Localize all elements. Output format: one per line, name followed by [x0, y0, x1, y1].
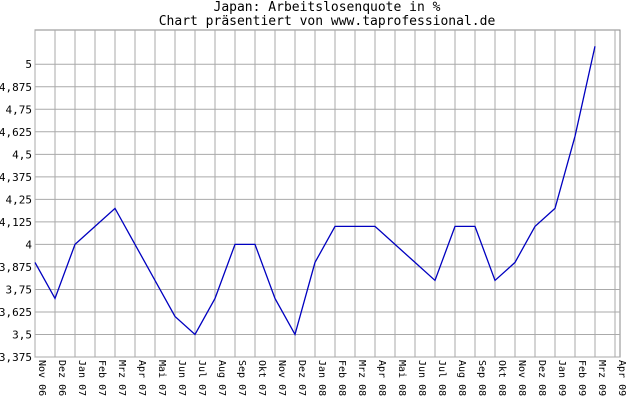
- x-tick-label: Jun 07: [176, 360, 187, 396]
- y-tick-label: 4,875: [0, 81, 32, 94]
- line: [34, 46, 596, 337]
- chart-subtitle: Chart präsentiert von www.taprofessional…: [159, 14, 496, 29]
- y-tick-label: 4,625: [0, 126, 32, 139]
- x-tick-label: Mrz 08: [356, 360, 367, 396]
- y-tick-label: 4,75: [6, 103, 33, 116]
- chart-title: Japan: Arbeitslosenquote in %: [214, 0, 441, 15]
- x-tick-label: Mrz 07: [116, 360, 127, 396]
- x-tick-label: Apr 08: [376, 360, 387, 396]
- x-tick-label: Aug 07: [216, 360, 227, 396]
- x-tick-label: Sep 08: [476, 360, 487, 396]
- plot-area: [34, 29, 621, 358]
- y-tick-label: 5: [25, 58, 32, 71]
- x-tick-label: Nov 06: [36, 360, 47, 396]
- y-tick-label: 3,375: [0, 351, 32, 364]
- x-tick-label: Apr 07: [136, 360, 147, 396]
- x-tick-label: Jan 08: [316, 360, 327, 396]
- x-tick-label: Jul 08: [436, 360, 447, 396]
- y-tick-label: 3,5: [12, 328, 32, 341]
- x-tick-label: Jan 09: [556, 360, 567, 396]
- y-tick-label: 3,875: [0, 261, 32, 274]
- x-tick-label: Sep 07: [236, 360, 247, 396]
- x-tick-label: Feb 07: [96, 360, 107, 396]
- y-tick-label: 4: [25, 238, 32, 251]
- x-tick-label: Dez 08: [536, 360, 547, 396]
- x-tick-label: Aug 08: [456, 360, 467, 396]
- x-tick-label: Mai 08: [396, 360, 407, 396]
- x-tick-label: Okt 08: [496, 360, 507, 396]
- x-tick-label: Mrz 09: [596, 360, 607, 396]
- x-tick-label: Jul 07: [196, 360, 207, 396]
- y-tick-label: 4,375: [0, 171, 32, 184]
- y-tick-label: 4,5: [12, 148, 32, 161]
- x-tick-label: Mai 07: [156, 360, 167, 396]
- x-tick-label: Feb 08: [336, 360, 347, 396]
- x-tick-label: Okt 07: [256, 360, 267, 396]
- y-tick-label: 3,75: [6, 283, 33, 296]
- x-tick-label: Nov 08: [516, 360, 527, 396]
- y-tick-label: 4,25: [6, 193, 33, 206]
- x-tick-label: Jun 08: [416, 360, 427, 396]
- y-tick-label: 4,125: [0, 216, 32, 229]
- x-tick-label: Feb 09: [576, 360, 587, 396]
- x-tick-label: Nov 07: [276, 360, 287, 396]
- x-tick-label: Dez 07: [296, 360, 307, 396]
- x-tick-label: Jan 07: [76, 360, 87, 396]
- x-tick-label: Dez 06: [56, 360, 67, 396]
- y-tick-label: 3,625: [0, 306, 32, 319]
- x-tick-label: Apr 09: [616, 360, 627, 396]
